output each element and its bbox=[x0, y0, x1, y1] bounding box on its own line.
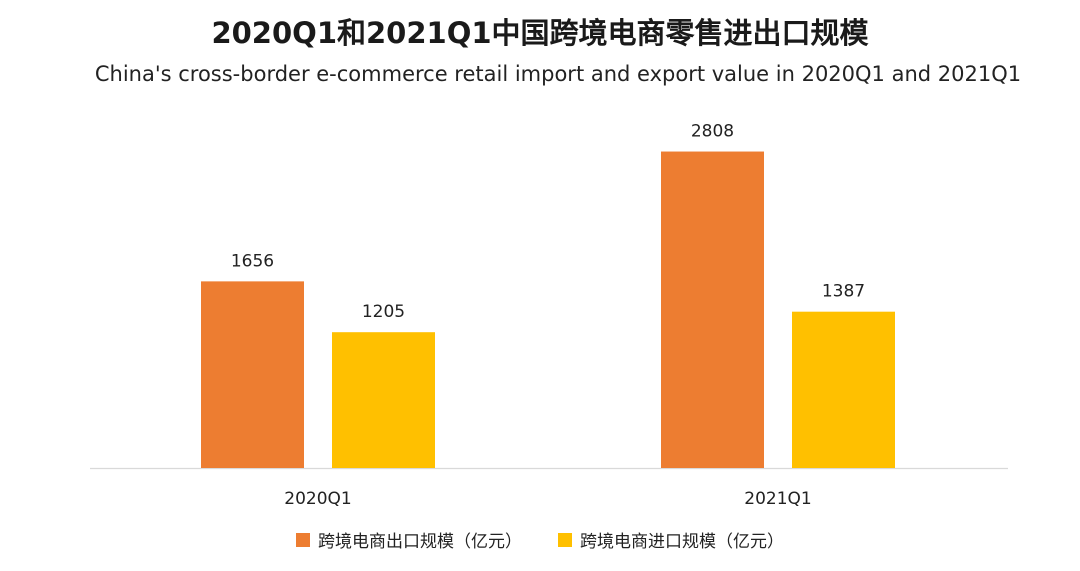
bar-2021Q1-series-0 bbox=[661, 151, 764, 469]
legend-swatch-import bbox=[558, 532, 572, 547]
x-tick-label-2021Q1: 2021Q1 bbox=[744, 489, 811, 509]
bar-2020Q1-series-1 bbox=[332, 332, 435, 468]
data-label-2021Q1-series-1: 1387 bbox=[822, 282, 865, 302]
bar-2021Q1-series-1 bbox=[792, 311, 895, 468]
legend-label-export: 跨境电商出口规模（亿元） bbox=[318, 532, 522, 552]
data-label-2020Q1-series-0: 1656 bbox=[231, 251, 274, 271]
legend-item-import: 跨境电商进口规模（亿元） bbox=[558, 527, 784, 552]
x-tick-label-2020Q1: 2020Q1 bbox=[284, 489, 351, 509]
legend-swatch-export bbox=[296, 532, 310, 547]
data-label-2020Q1-series-1: 1205 bbox=[362, 302, 405, 322]
chart-title: 2020Q1和2021Q1中国跨境电商零售进出口规模 bbox=[211, 16, 869, 50]
chart-legend: 跨境电商出口规模（亿元） 跨境电商进口规模（亿元） bbox=[0, 527, 1080, 552]
bar-2020Q1-series-0 bbox=[201, 281, 304, 468]
legend-item-export: 跨境电商出口规模（亿元） bbox=[296, 527, 522, 552]
legend-label-import: 跨境电商进口规模（亿元） bbox=[580, 532, 784, 552]
chart-subtitle: China's cross-border e-commerce retail i… bbox=[94, 62, 1022, 86]
data-label-2021Q1-series-0: 2808 bbox=[691, 122, 734, 142]
